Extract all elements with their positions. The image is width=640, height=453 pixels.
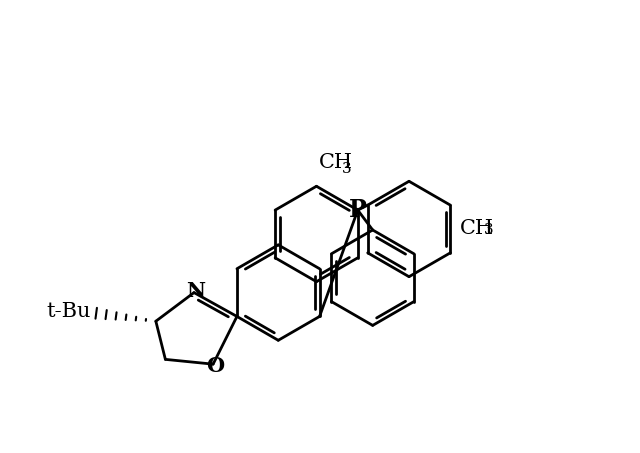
Text: 3: 3 bbox=[484, 223, 493, 237]
Text: CH: CH bbox=[319, 153, 353, 172]
Text: CH: CH bbox=[460, 219, 494, 238]
Text: t-Bu: t-Bu bbox=[47, 302, 92, 321]
Text: O: O bbox=[206, 356, 224, 376]
Text: N: N bbox=[186, 280, 205, 301]
Text: P: P bbox=[349, 198, 367, 222]
Text: 3: 3 bbox=[342, 162, 352, 176]
